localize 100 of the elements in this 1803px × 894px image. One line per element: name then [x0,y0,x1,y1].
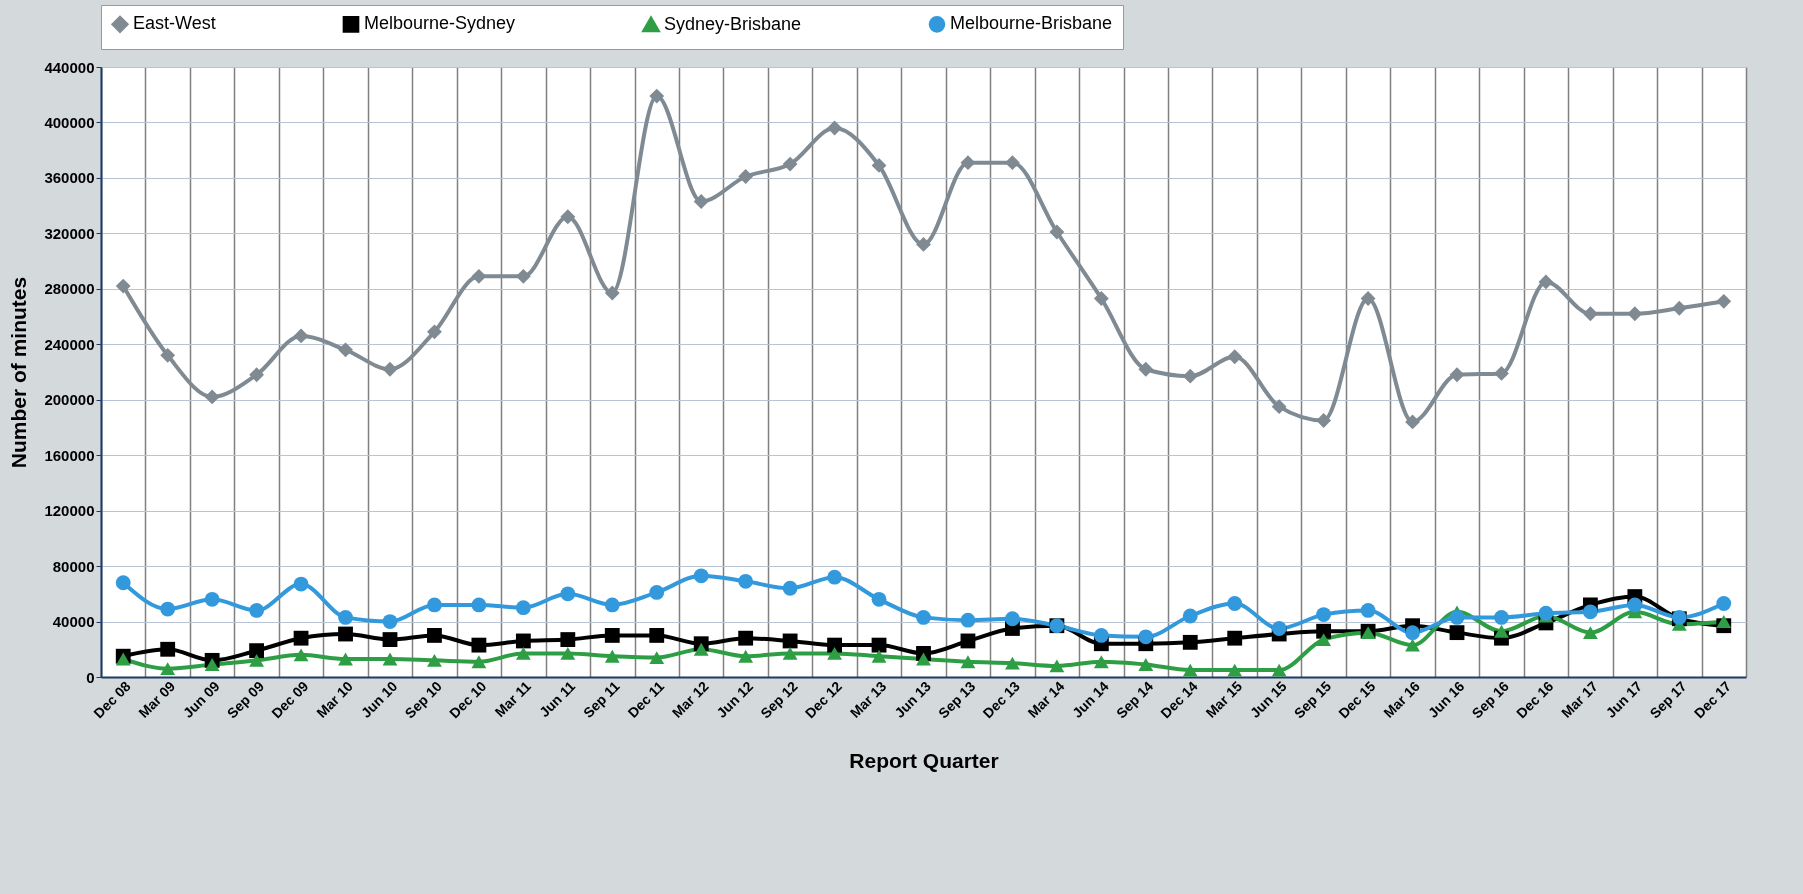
point [1182,368,1198,384]
point [1582,604,1598,620]
x-tick-label: Jun 12 [713,677,757,721]
point [249,367,265,383]
y-tick-label: 80000 [52,557,95,575]
point [1494,624,1509,638]
point [1494,609,1509,625]
point [1182,663,1198,677]
x-tick-label: Mar 13 [846,677,890,721]
point [1449,625,1465,641]
x-tick-label: Dec 11 [624,677,668,721]
point [1182,608,1198,624]
point [1093,655,1109,669]
point [471,597,487,613]
point [338,342,353,358]
point [1227,349,1243,365]
point [960,655,976,669]
point [738,169,754,184]
point [1627,306,1643,322]
point [1360,603,1376,618]
x-tick-label: Mar 10 [313,677,357,721]
x-tick-label: Jun 09 [179,677,223,721]
legend-label: Melbourne-Sydney [364,13,516,34]
point [1582,306,1598,322]
x-tick-label: Sep 13 [935,677,979,722]
point [515,633,531,649]
y-tick-label: 40000 [52,613,95,631]
point [1227,630,1243,646]
point [871,649,887,663]
point [204,389,220,405]
x-tick-label: Dec 13 [979,677,1023,722]
point [293,648,309,662]
point [160,601,176,617]
point [693,642,709,656]
point [604,627,620,643]
point [782,647,798,660]
point [1271,399,1287,415]
point [1538,605,1554,621]
point [649,585,665,600]
x-tick-label: Dec 15 [1335,677,1379,722]
point [1716,596,1732,611]
point [1405,414,1420,430]
point [1138,361,1154,377]
point [1093,291,1109,306]
point [1049,224,1065,240]
point [782,580,798,596]
x-tick-label: Mar 16 [1380,677,1424,721]
x-tick-label: Jun 15 [1246,677,1290,721]
point [1138,658,1154,671]
point [604,285,620,301]
point [871,637,887,653]
point [115,278,131,294]
x-tick-label: Sep 10 [401,677,445,722]
point [1005,611,1020,627]
point [1271,621,1287,636]
x-tick-label: Mar 15 [1202,677,1246,721]
point [471,637,487,653]
point [1716,293,1732,309]
point [1271,663,1287,677]
point [338,626,353,642]
point [560,586,576,602]
point [293,328,309,344]
point [693,568,709,584]
point [382,652,398,666]
point [827,637,842,653]
point [1449,609,1465,625]
point [1227,663,1243,677]
point [382,361,398,377]
x-tick-label: Mar 09 [135,677,179,721]
point [827,569,842,585]
x-tick-label: Sep 14 [1112,677,1157,722]
point [916,237,931,252]
y-tick-label: 440000 [44,58,95,76]
point [160,641,176,657]
y-tick-label: 280000 [44,280,95,298]
point [1627,597,1643,613]
x-tick-label: Mar 17 [1558,677,1601,721]
x-tick-label: Sep 12 [757,677,801,722]
point [293,576,309,592]
x-tick-label: Mar 12 [668,677,712,721]
point [471,655,487,669]
x-tick-label: Dec 14 [1157,677,1201,722]
x-axis-title: Report Quarter [849,749,999,773]
point [738,649,754,663]
point [160,347,176,363]
point [515,268,531,284]
point [871,591,887,607]
x-tick-label: Dec 17 [1690,677,1735,722]
point [1716,615,1732,628]
point [1582,626,1598,640]
point [1316,633,1332,646]
y-tick-label: 240000 [44,335,95,353]
y-tick-label: 120000 [44,502,95,520]
point [1005,155,1020,171]
point [871,158,887,173]
legend-label: East-West [133,13,216,34]
point [338,609,353,625]
point [115,652,131,666]
x-tick-label: Sep 11 [579,677,623,721]
point [1538,274,1554,290]
